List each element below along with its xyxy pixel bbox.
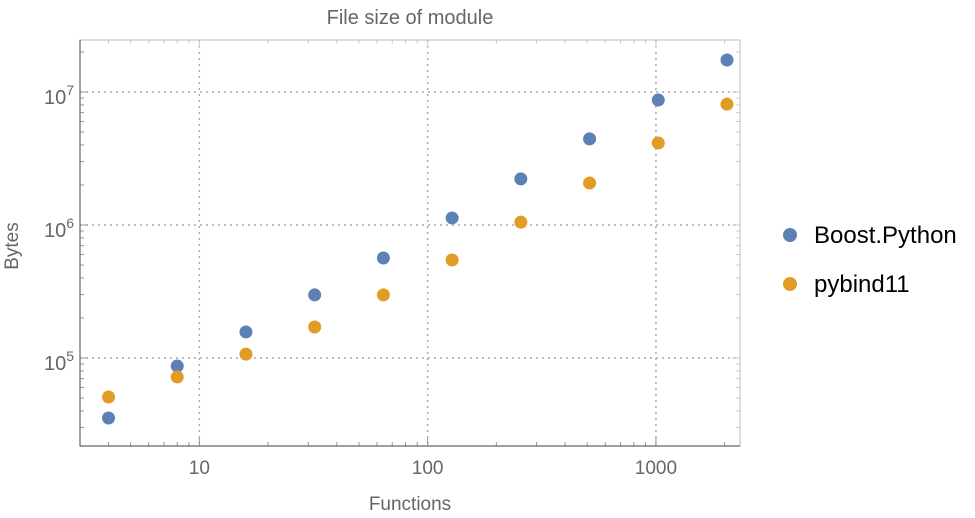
legend-marker [783,228,797,242]
x-tick-label: 10 [189,458,210,479]
data-point-pybind11 [308,320,322,334]
data-point-boost-python [308,288,322,302]
legend-label: pybind11 [814,271,910,298]
data-point-boost-python [651,93,665,107]
plot-frame [79,39,741,447]
x-tick-label: 100 [412,458,444,479]
y-tick-labels: 105 106 107 [44,82,74,375]
legend-item-boost-python: Boost.Python [783,222,957,249]
data-point-boost-python [445,211,459,225]
legend-item-pybind11: pybind11 [783,271,910,298]
data-points [102,53,734,425]
y-tick-label: 107 [44,82,74,109]
data-point-boost-python [102,411,116,425]
data-point-pybind11 [651,136,665,150]
data-point-boost-python [239,325,253,339]
y-tick-label: 106 [44,215,74,242]
gridlines [80,40,740,446]
x-tick-labels: 10 100 1000 [189,458,677,479]
legend-marker [783,277,797,291]
data-point-boost-python [720,53,734,67]
legend-label: Boost.Python [814,222,957,249]
data-point-pybind11 [720,97,734,111]
data-point-pybind11 [170,370,184,384]
data-point-pybind11 [583,176,597,190]
data-point-pybind11 [445,253,459,267]
legend: Boost.Python pybind11 [783,222,957,298]
data-point-pybind11 [514,215,528,229]
data-point-boost-python [514,172,528,186]
y-axis-label: Bytes [2,222,23,270]
data-point-pybind11 [102,390,116,404]
y-tick-label: 105 [44,348,74,375]
x-axis-label: Functions [369,494,451,513]
data-point-boost-python [583,132,597,146]
data-point-boost-python [170,359,184,373]
data-point-pybind11 [376,288,390,302]
tick-marks [79,40,740,446]
x-tick-label: 1000 [635,458,677,479]
data-point-pybind11 [239,347,253,361]
data-point-boost-python [376,251,390,265]
chart-title: File size of module [327,7,494,29]
